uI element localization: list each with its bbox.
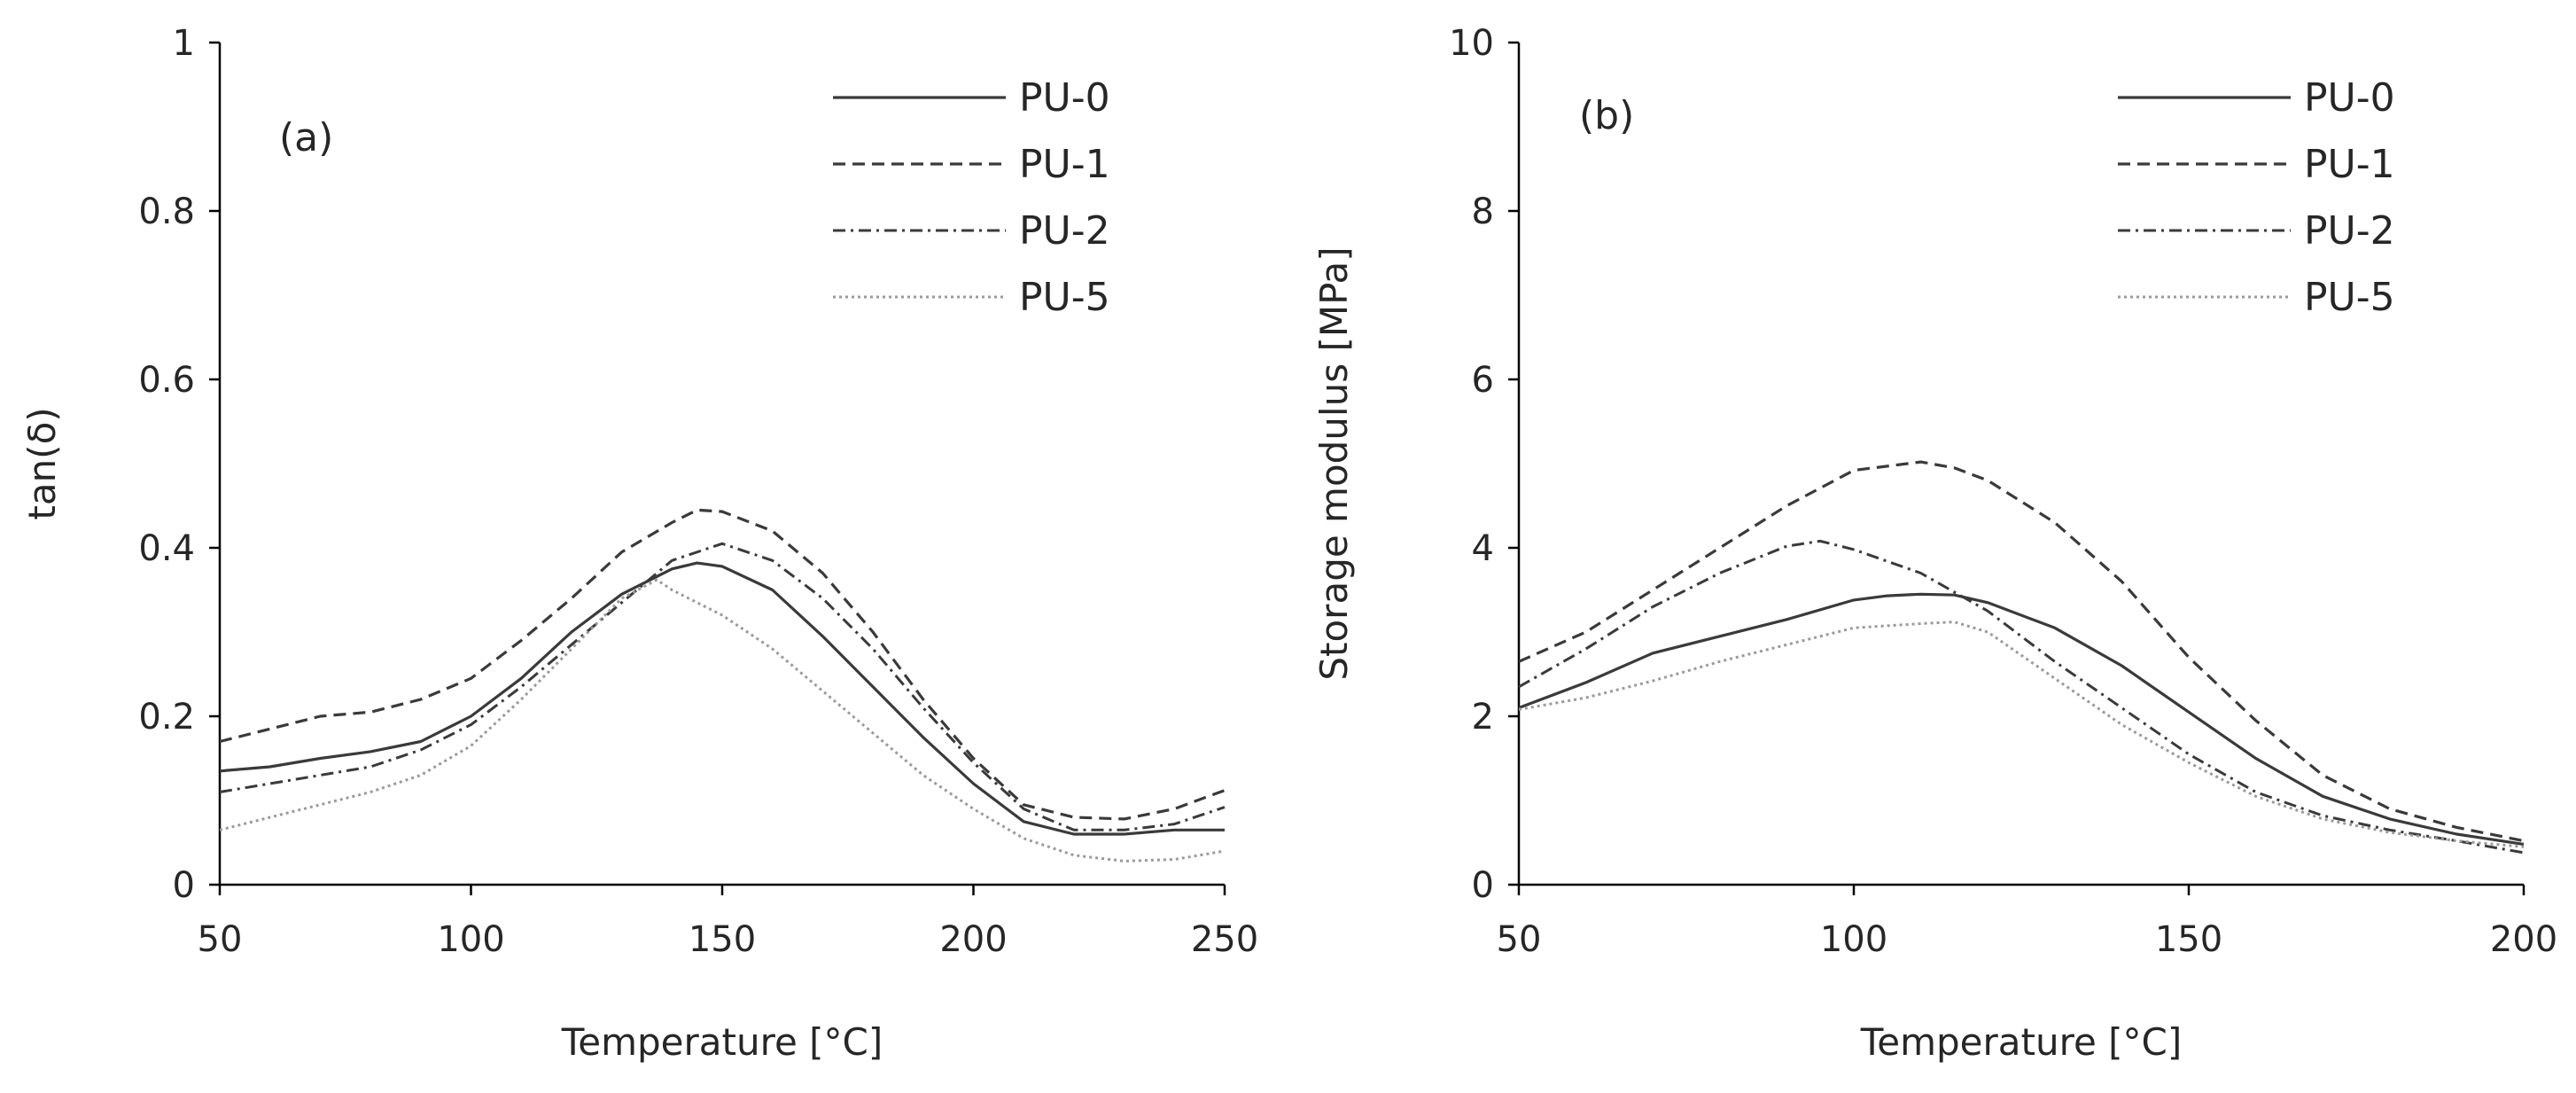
panel-a-tan-delta: 50 100 150 200 250 0 0.2 0.4 0.6 0.8 1 Temperature …	[20, 23, 1258, 1064]
series-line-pu-1	[1518, 460, 2525, 843]
y-tick-label: 0	[1472, 865, 1494, 906]
y-tick-label: 0.6	[138, 360, 195, 401]
series-line-pu-5	[1518, 621, 2525, 848]
series-line-pu-2	[1518, 539, 2525, 855]
x-axis-title: Temperature [°C]	[1860, 1020, 2183, 1064]
legend-label-pu-2: PU-2	[1019, 208, 1110, 254]
series-line-pu-2	[219, 542, 1226, 831]
x-tick-label: 50	[1497, 919, 1542, 960]
legend-label-pu-5: PU-5	[2304, 275, 2395, 320]
legend-label-pu-5: PU-5	[1019, 275, 1110, 320]
x-tick-label: 100	[1820, 919, 1887, 960]
y-tick-label: 1	[173, 23, 195, 64]
legend-label-pu-0: PU-0	[1019, 75, 1110, 121]
y-tick-label: 4	[1472, 528, 1494, 569]
legend-label-pu-1: PU-1	[2304, 142, 2395, 187]
y-axis-title: Storage modulus [MPa]	[1312, 246, 1356, 680]
x-tick-label: 200	[939, 919, 1007, 960]
series-line-pu-0	[219, 561, 1225, 836]
series-line-pu-5	[219, 578, 1226, 863]
panel-label: (b)	[1579, 93, 1634, 138]
legend-label-pu-2: PU-2	[2304, 208, 2395, 254]
x-tick-label: 150	[689, 919, 756, 960]
y-axis-title: tan(δ)	[20, 407, 64, 519]
x-tick-label: 150	[2155, 919, 2222, 960]
legend-label-pu-0: PU-0	[2304, 75, 2395, 121]
y-tick-label: 0.8	[138, 191, 195, 232]
y-tick-label: 6	[1472, 360, 1494, 401]
series-line-pu-0	[1518, 592, 2525, 846]
y-tick-label: 10	[1449, 23, 1494, 64]
x-tick-label: 100	[437, 919, 504, 960]
legend-label-pu-1: PU-1	[1019, 142, 1110, 187]
y-tick-label: 0.4	[138, 528, 195, 569]
y-tick-label: 0.2	[138, 697, 195, 738]
panel-b-storage-modulus: 50 100 150 200 0 2 4 6 8 10 Temperature [°C] Storag…	[1312, 23, 2557, 1064]
x-tick-label: 200	[2490, 919, 2557, 960]
x-tick-label: 250	[1191, 919, 1258, 960]
panel-label: (a)	[279, 115, 333, 160]
y-tick-label: 2	[1472, 697, 1494, 738]
y-tick-label: 0	[173, 865, 195, 906]
y-tick-label: 8	[1472, 191, 1494, 232]
series-line-pu-1	[219, 508, 1226, 821]
x-axis-title: Temperature [°C]	[561, 1020, 883, 1064]
x-tick-label: 50	[198, 919, 243, 960]
